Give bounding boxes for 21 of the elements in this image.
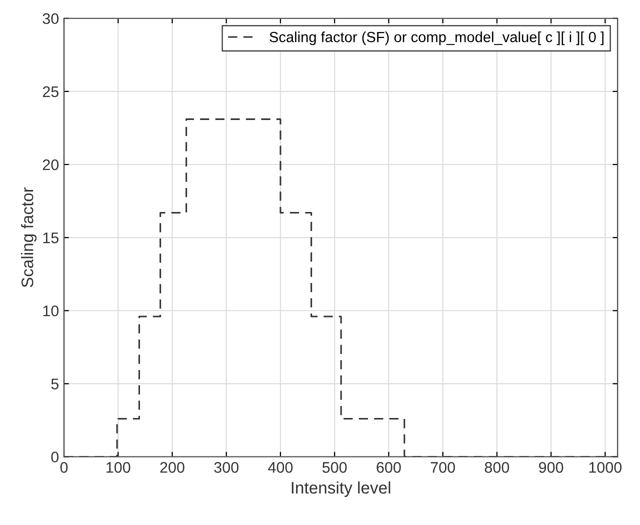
x-axis-title: Intensity level	[292, 481, 390, 497]
x-tick-label: 300	[214, 462, 238, 473]
x-tick-label: 500	[322, 462, 347, 473]
y-tick-label: 15	[43, 232, 58, 244]
x-tick-label: 800	[484, 462, 510, 473]
x-tick-label: 0	[60, 462, 68, 473]
y-tick-label: 10	[43, 305, 59, 316]
y-tick-label: 0	[51, 452, 59, 462]
x-tick-label: 100	[106, 462, 130, 473]
x-tick-label: 200	[160, 462, 184, 473]
x-tick-label: 600	[376, 462, 401, 473]
y-tick-label: 20	[42, 159, 59, 170]
x-tick-label: 900	[539, 462, 564, 473]
legend-label: Scaling factor (SF) or comp_model_value[ c ][ i ][ 0 ]	[270, 32, 604, 46]
x-tick-label: 700	[430, 462, 455, 473]
y-tick-label: 5	[51, 378, 58, 390]
y-axis-title: Scaling factor	[21, 187, 37, 288]
x-tick-label: 400	[268, 462, 293, 473]
x-tick-label: 1000	[589, 462, 622, 473]
y-tick-label: 25	[42, 86, 58, 98]
y-tick-label: 30	[42, 13, 59, 24]
